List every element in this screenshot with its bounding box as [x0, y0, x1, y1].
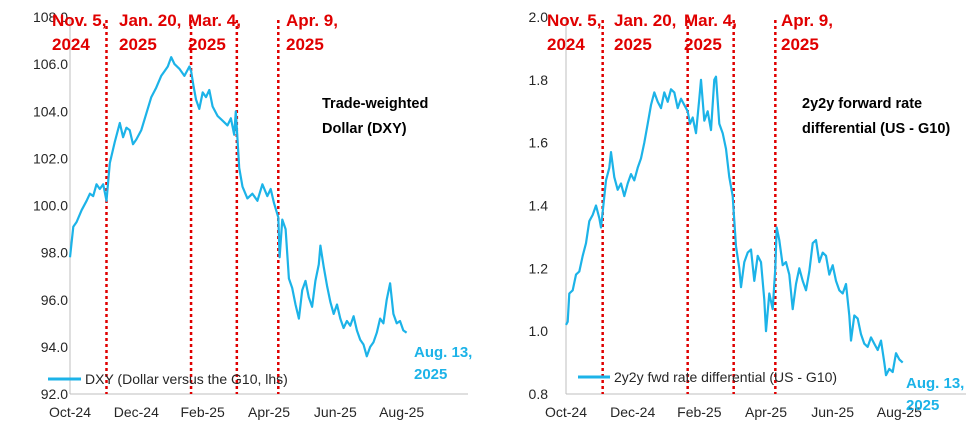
series-line	[565, 75, 904, 377]
y-tick-label: 2.0	[529, 9, 549, 25]
series-line	[68, 55, 408, 358]
y-tick-label: 96.0	[41, 292, 68, 308]
x-tick-label: Jun-25	[811, 404, 854, 420]
y-tick-label: 1.6	[529, 135, 549, 151]
x-tick-label: Dec-24	[610, 404, 655, 420]
y-tick-label: 98.0	[41, 245, 68, 261]
x-tick-label: Jun-25	[314, 404, 357, 420]
event-label: 2025	[614, 35, 652, 54]
y-tick-label: 108.0	[33, 9, 68, 25]
event-label: 2025	[684, 35, 722, 54]
event-label: Jan. 20,	[614, 11, 676, 30]
end-date-label: Aug. 13,	[414, 344, 472, 361]
event-label: 2025	[286, 35, 324, 54]
y-tick-label: 106.0	[33, 56, 68, 72]
event-label: Mar. 4,	[684, 11, 737, 30]
legend-label: DXY (Dollar versus the G10, lhs)	[85, 371, 288, 387]
chart-title: differential (US - G10)	[802, 121, 950, 137]
end-date-label: Aug. 13,	[906, 375, 964, 392]
legend-label: 2y2y fwd rate differential (US - G10)	[614, 369, 837, 385]
event-label: Nov. 5,	[547, 11, 601, 30]
y-tick-label: 102.0	[33, 150, 68, 166]
y-tick-label: 0.8	[529, 386, 549, 402]
x-tick-label: Feb-25	[180, 404, 225, 420]
x-tick-label: Apr-25	[745, 404, 787, 420]
chart-title: Trade-weighted	[322, 96, 428, 112]
event-label: Apr. 9,	[286, 11, 338, 30]
event-label: 2025	[188, 35, 226, 54]
y-tick-label: 1.8	[529, 72, 549, 88]
chart-panel-1: 92.0 94.0 96.0 98.0 100.0 102.0 104.0 106.0 108.…	[33, 9, 472, 420]
event-label: 2025	[119, 35, 157, 54]
x-tick-label: Apr-25	[248, 404, 290, 420]
y-tick-label: 1.4	[529, 198, 549, 214]
x-tick-label: Aug-25	[877, 404, 922, 420]
event-label: Jan. 20,	[119, 11, 181, 30]
event-label: 2025	[781, 35, 819, 54]
y-tick-label: 94.0	[41, 339, 68, 355]
end-date-label: 2025	[414, 366, 447, 383]
chart-title: Dollar (DXY)	[322, 121, 407, 137]
end-date-label: 2025	[906, 397, 939, 414]
chart-panel-2: 0.8 1.0 1.2 1.4 1.6 1.8 2.0 Oct-24 Dec-24 Feb-25 A…	[529, 9, 966, 420]
event-label: Apr. 9,	[781, 11, 833, 30]
x-tick-label: Oct-24	[545, 404, 587, 420]
y-tick-label: 104.0	[33, 103, 68, 119]
x-tick-label: Feb-25	[677, 404, 722, 420]
x-tick-label: Oct-24	[49, 404, 91, 420]
x-tick-label: Aug-25	[379, 404, 424, 420]
event-label: Mar. 4,	[188, 11, 241, 30]
y-tick-label: 100.0	[33, 198, 68, 214]
event-label: 2024	[52, 35, 90, 54]
y-tick-label: 92.0	[41, 386, 68, 402]
y-tick-label: 1.2	[529, 260, 549, 276]
chart-title: 2y2y forward rate	[802, 96, 922, 112]
y-tick-label: 1.0	[529, 323, 549, 339]
x-tick-label: Dec-24	[114, 404, 159, 420]
event-label: Nov. 5,	[52, 11, 106, 30]
event-label: 2024	[547, 35, 585, 54]
